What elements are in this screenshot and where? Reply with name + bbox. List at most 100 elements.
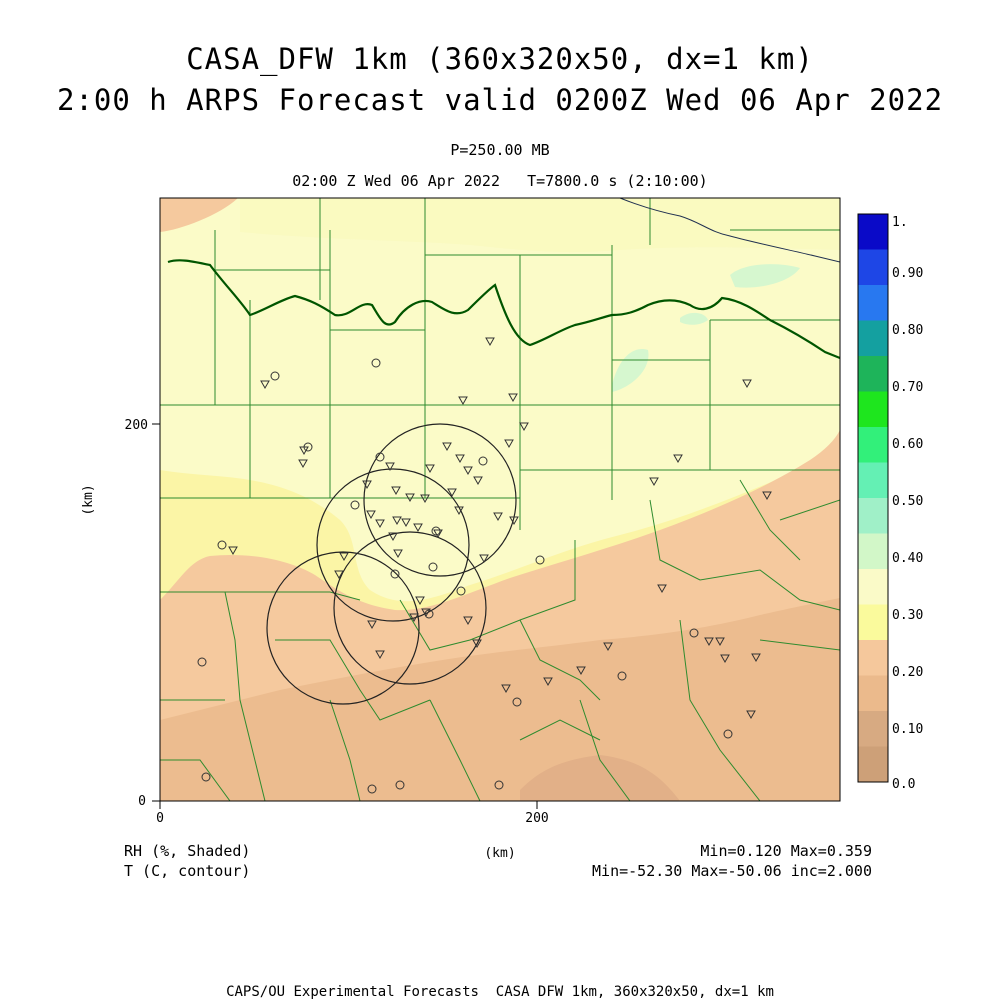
station-triangle: [742, 379, 752, 389]
station-triangle: [720, 654, 730, 664]
station-triangle: [762, 491, 772, 501]
colorbar-label: 0.90: [892, 266, 923, 281]
rh-top-band: [240, 198, 840, 253]
station-triangle: [401, 518, 411, 528]
colorbar-swatch: [858, 249, 888, 286]
station-triangle: [463, 616, 473, 626]
colorbar-swatch: [858, 320, 888, 357]
station-triangle: [715, 637, 725, 647]
y-tick-label-200: 200: [125, 418, 148, 433]
county-line: [519, 719, 601, 741]
station-circle: [201, 772, 211, 782]
rh-green-patch-3: [680, 312, 708, 325]
rh-legend-label: RH (%, Shaded): [124, 842, 251, 860]
station-triangle: [433, 529, 443, 539]
colorbar-swatch: [858, 462, 888, 499]
station-circle: [535, 555, 545, 565]
station-triangle: [485, 337, 495, 347]
county-line: [329, 699, 361, 801]
rh-dark-tan-patch: [520, 755, 680, 801]
colorbar-swatch: [858, 285, 888, 321]
station-circle: [617, 671, 627, 681]
station-triangle: [298, 459, 308, 469]
station-circle: [303, 442, 313, 452]
y-axis-label: (km): [81, 484, 96, 515]
colorbar-swatch: [858, 711, 888, 747]
county-line: [224, 591, 266, 801]
radar-ring-2: [316, 468, 470, 622]
station-circle: [512, 697, 522, 707]
chart-title: CASA_DFW 1km (360x320x50, dx=1 km): [186, 42, 814, 76]
station-triangle: [479, 554, 489, 564]
station-circle: [197, 657, 207, 667]
county-line: [679, 619, 761, 801]
county-line: [160, 759, 231, 801]
plot-frame: [159, 197, 841, 802]
station-triangle: [493, 512, 503, 522]
radar-ring-3: [333, 531, 487, 685]
station-triangle: [463, 466, 473, 476]
station-triangle: [260, 380, 270, 390]
county-line: [739, 479, 801, 561]
station-triangle: [603, 642, 613, 652]
t-legend-label: T (C, contour): [124, 862, 251, 880]
colorbar-swatch: [858, 391, 888, 428]
x-tick-label-200: 200: [525, 811, 548, 826]
station-triangle: [504, 439, 514, 449]
station-triangle: [339, 552, 349, 562]
station-markers: [197, 337, 772, 794]
colorbar-swatch: [858, 569, 888, 605]
colorbar-swatch: [858, 427, 888, 463]
station-triangle: [388, 532, 398, 542]
colorbar-labels: 1. 0.90 0.80 0.70 0.60 0.50 0.40 0.30 0.…: [892, 215, 923, 792]
station-circle: [371, 358, 381, 368]
station-triangle: [362, 480, 372, 490]
station-circle: [723, 729, 733, 739]
radar-ring-4: [266, 551, 420, 705]
county-lines: [160, 198, 840, 801]
station-triangle: [413, 523, 423, 533]
station-circle: [689, 628, 699, 638]
county-line: [160, 591, 361, 601]
x-tick-label-0: 0: [156, 811, 164, 826]
station-triangle: [367, 620, 377, 630]
station-triangle: [704, 637, 714, 647]
colorbar-swatch: [858, 533, 888, 570]
colorbar-label: 0.30: [892, 608, 923, 623]
colorbar-swatch: [858, 675, 888, 712]
station-circle: [428, 562, 438, 572]
state-border: [167, 259, 840, 360]
rh-shading: [160, 198, 840, 801]
colorbar-swatch: [858, 214, 888, 250]
station-circle: [424, 609, 434, 619]
station-triangle: [649, 477, 659, 487]
t-min-max: Min=-52.30 Max=-50.06 inc=2.000: [592, 862, 872, 880]
station-triangle: [519, 422, 529, 432]
station-circle: [431, 526, 441, 536]
county-line: [275, 639, 431, 721]
county-line: [519, 540, 576, 621]
footer-credit: CAPS/OU Experimental Forecasts CASA DFW …: [226, 984, 774, 1000]
station-triangle: [228, 546, 238, 556]
station-circle: [390, 569, 400, 579]
station-triangle: [375, 650, 385, 660]
colorbar-swatch: [858, 640, 888, 676]
station-triangle: [454, 506, 464, 516]
county-line: [649, 499, 840, 611]
station-triangle: [421, 608, 431, 618]
axis-ticks: [152, 423, 538, 809]
station-triangle: [657, 584, 667, 594]
colorbar-label: 0.60: [892, 437, 923, 452]
station-triangle: [334, 570, 344, 580]
station-triangle: [455, 454, 465, 464]
chart-subtitle: 2:00 h ARPS Forecast valid 0200Z Wed 06 …: [56, 83, 944, 117]
county-line: [429, 699, 481, 801]
station-triangle: [473, 476, 483, 486]
station-circle: [270, 371, 280, 381]
rh-tan-region: [160, 598, 840, 801]
colorbar-swatch: [858, 498, 888, 534]
county-line: [579, 699, 631, 801]
station-triangle: [405, 493, 415, 503]
station-triangle: [393, 549, 403, 559]
